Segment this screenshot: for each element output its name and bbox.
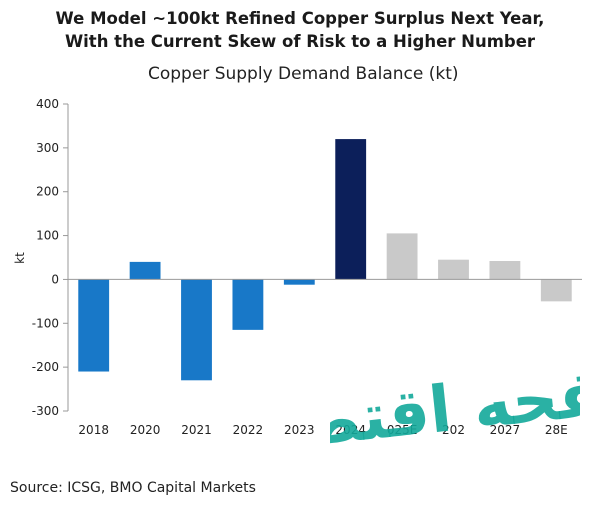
- x-tick-label: 2024: [335, 423, 366, 437]
- x-tick-label: 202: [442, 423, 465, 437]
- y-tick-label: 0: [51, 272, 59, 286]
- source-note: Source: ICSG, BMO Capital Markets: [10, 480, 256, 496]
- bar-2028E: [540, 279, 572, 302]
- bar-2022: [232, 279, 264, 330]
- headline-line-2: With the Current Skew of Risk to a Highe…: [64, 32, 536, 51]
- x-tick-label: 2023: [284, 423, 315, 437]
- x-tick-label: 2020: [130, 423, 161, 437]
- y-tick-label: 100: [36, 229, 59, 243]
- bar-2021: [181, 279, 212, 381]
- bar-2024: [335, 139, 367, 280]
- x-tick-label: 2022: [233, 423, 264, 437]
- bar-2018: [78, 279, 110, 372]
- watermark-logo: صفحه اقتصاد: [330, 350, 580, 468]
- y-tick-label: -300: [32, 404, 59, 418]
- y-tick-label: 400: [36, 97, 59, 111]
- y-tick-label: -200: [32, 360, 59, 374]
- bar-2020: [129, 261, 161, 280]
- x-tick-label: 2018: [78, 423, 109, 437]
- chart-title: Copper Supply Demand Balance (kt): [148, 64, 459, 84]
- y-axis-label: kt: [13, 252, 27, 264]
- x-tick-label: 28E: [545, 423, 568, 437]
- bar-2027E: [489, 261, 521, 280]
- y-tick-label: 200: [36, 185, 59, 199]
- svg-text:صفحه اقتصاد: صفحه اقتصاد: [330, 350, 580, 468]
- x-tick-label: 025E: [387, 423, 418, 437]
- bar-2023: [283, 279, 315, 285]
- y-tick-label: -100: [32, 316, 59, 330]
- x-tick-label: 2021: [181, 423, 212, 437]
- x-tick-label: 2027: [490, 423, 521, 437]
- bar-2026E: [438, 259, 469, 280]
- headline-line-1: We Model ~100kt Refined Copper Surplus N…: [55, 9, 545, 28]
- bar-2025E: [386, 233, 418, 280]
- y-tick-label: 300: [36, 141, 59, 155]
